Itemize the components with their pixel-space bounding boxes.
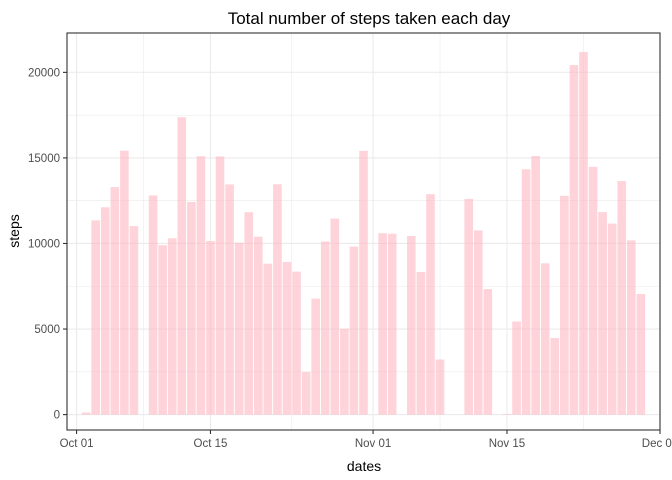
y-tick-label: 20000 [28, 67, 60, 79]
bar [330, 218, 340, 415]
y-tick-label: 10000 [28, 238, 60, 250]
bar [120, 150, 129, 415]
bar [206, 241, 215, 415]
bar [301, 371, 311, 415]
y-tick-label: 0 [54, 410, 60, 422]
bar [282, 261, 292, 415]
y-tick-label: 15000 [28, 153, 60, 165]
x-tick-label: Oct 15 [194, 438, 228, 450]
bar [512, 321, 521, 415]
x-tick-label: Dec 01 [642, 438, 672, 450]
bar [598, 212, 607, 415]
bar [234, 242, 244, 415]
bar [550, 338, 560, 415]
bar [378, 233, 387, 415]
bar [158, 245, 167, 415]
bar [607, 223, 617, 415]
bar [196, 156, 206, 415]
bar [579, 51, 588, 415]
bar [483, 289, 493, 415]
bar [435, 359, 445, 415]
x-axis-title: dates [347, 458, 381, 474]
x-tick-label: Oct 01 [60, 438, 94, 450]
bar [588, 166, 598, 415]
y-tick-label: 5000 [34, 324, 60, 336]
bar [540, 263, 550, 415]
bar [244, 212, 254, 415]
bar [349, 246, 359, 415]
bar [473, 230, 483, 415]
bar [81, 412, 91, 415]
bar [407, 235, 416, 415]
x-tick-label: Nov 01 [355, 438, 391, 450]
x-tick-label: Nov 15 [489, 438, 525, 450]
bar [148, 195, 158, 415]
bar [91, 220, 100, 415]
bar [416, 271, 426, 415]
bar [627, 240, 636, 415]
bar [531, 156, 540, 415]
bar [273, 184, 282, 415]
x-axis-ticks: Oct 01 Oct 15 Nov 01 Nov 15 Dec 01 [60, 430, 672, 450]
bar [167, 238, 177, 415]
bar [263, 263, 273, 415]
bar [521, 169, 531, 415]
bar [464, 198, 474, 415]
bar [502, 413, 512, 415]
bar [311, 298, 320, 415]
bar [129, 226, 139, 415]
bar [187, 201, 196, 415]
bar [177, 117, 187, 415]
bar [560, 195, 569, 415]
panel-border [66, 32, 661, 431]
bar [100, 207, 110, 415]
bar [340, 328, 349, 415]
bar [253, 236, 263, 415]
y-axis-ticks: 0 5000 10000 15000 20000 [28, 67, 67, 422]
bar [292, 271, 301, 415]
bar [359, 150, 368, 415]
bar [569, 65, 579, 415]
bar [225, 184, 234, 415]
bar [320, 241, 330, 415]
bars [81, 51, 646, 415]
bar [387, 233, 397, 415]
bar [215, 156, 225, 415]
y-axis-title: steps [6, 214, 22, 247]
bar [426, 194, 435, 415]
chart-title: Total number of steps taken each day [228, 9, 511, 28]
bar [110, 187, 120, 415]
bar [617, 181, 627, 415]
bar [636, 294, 646, 415]
